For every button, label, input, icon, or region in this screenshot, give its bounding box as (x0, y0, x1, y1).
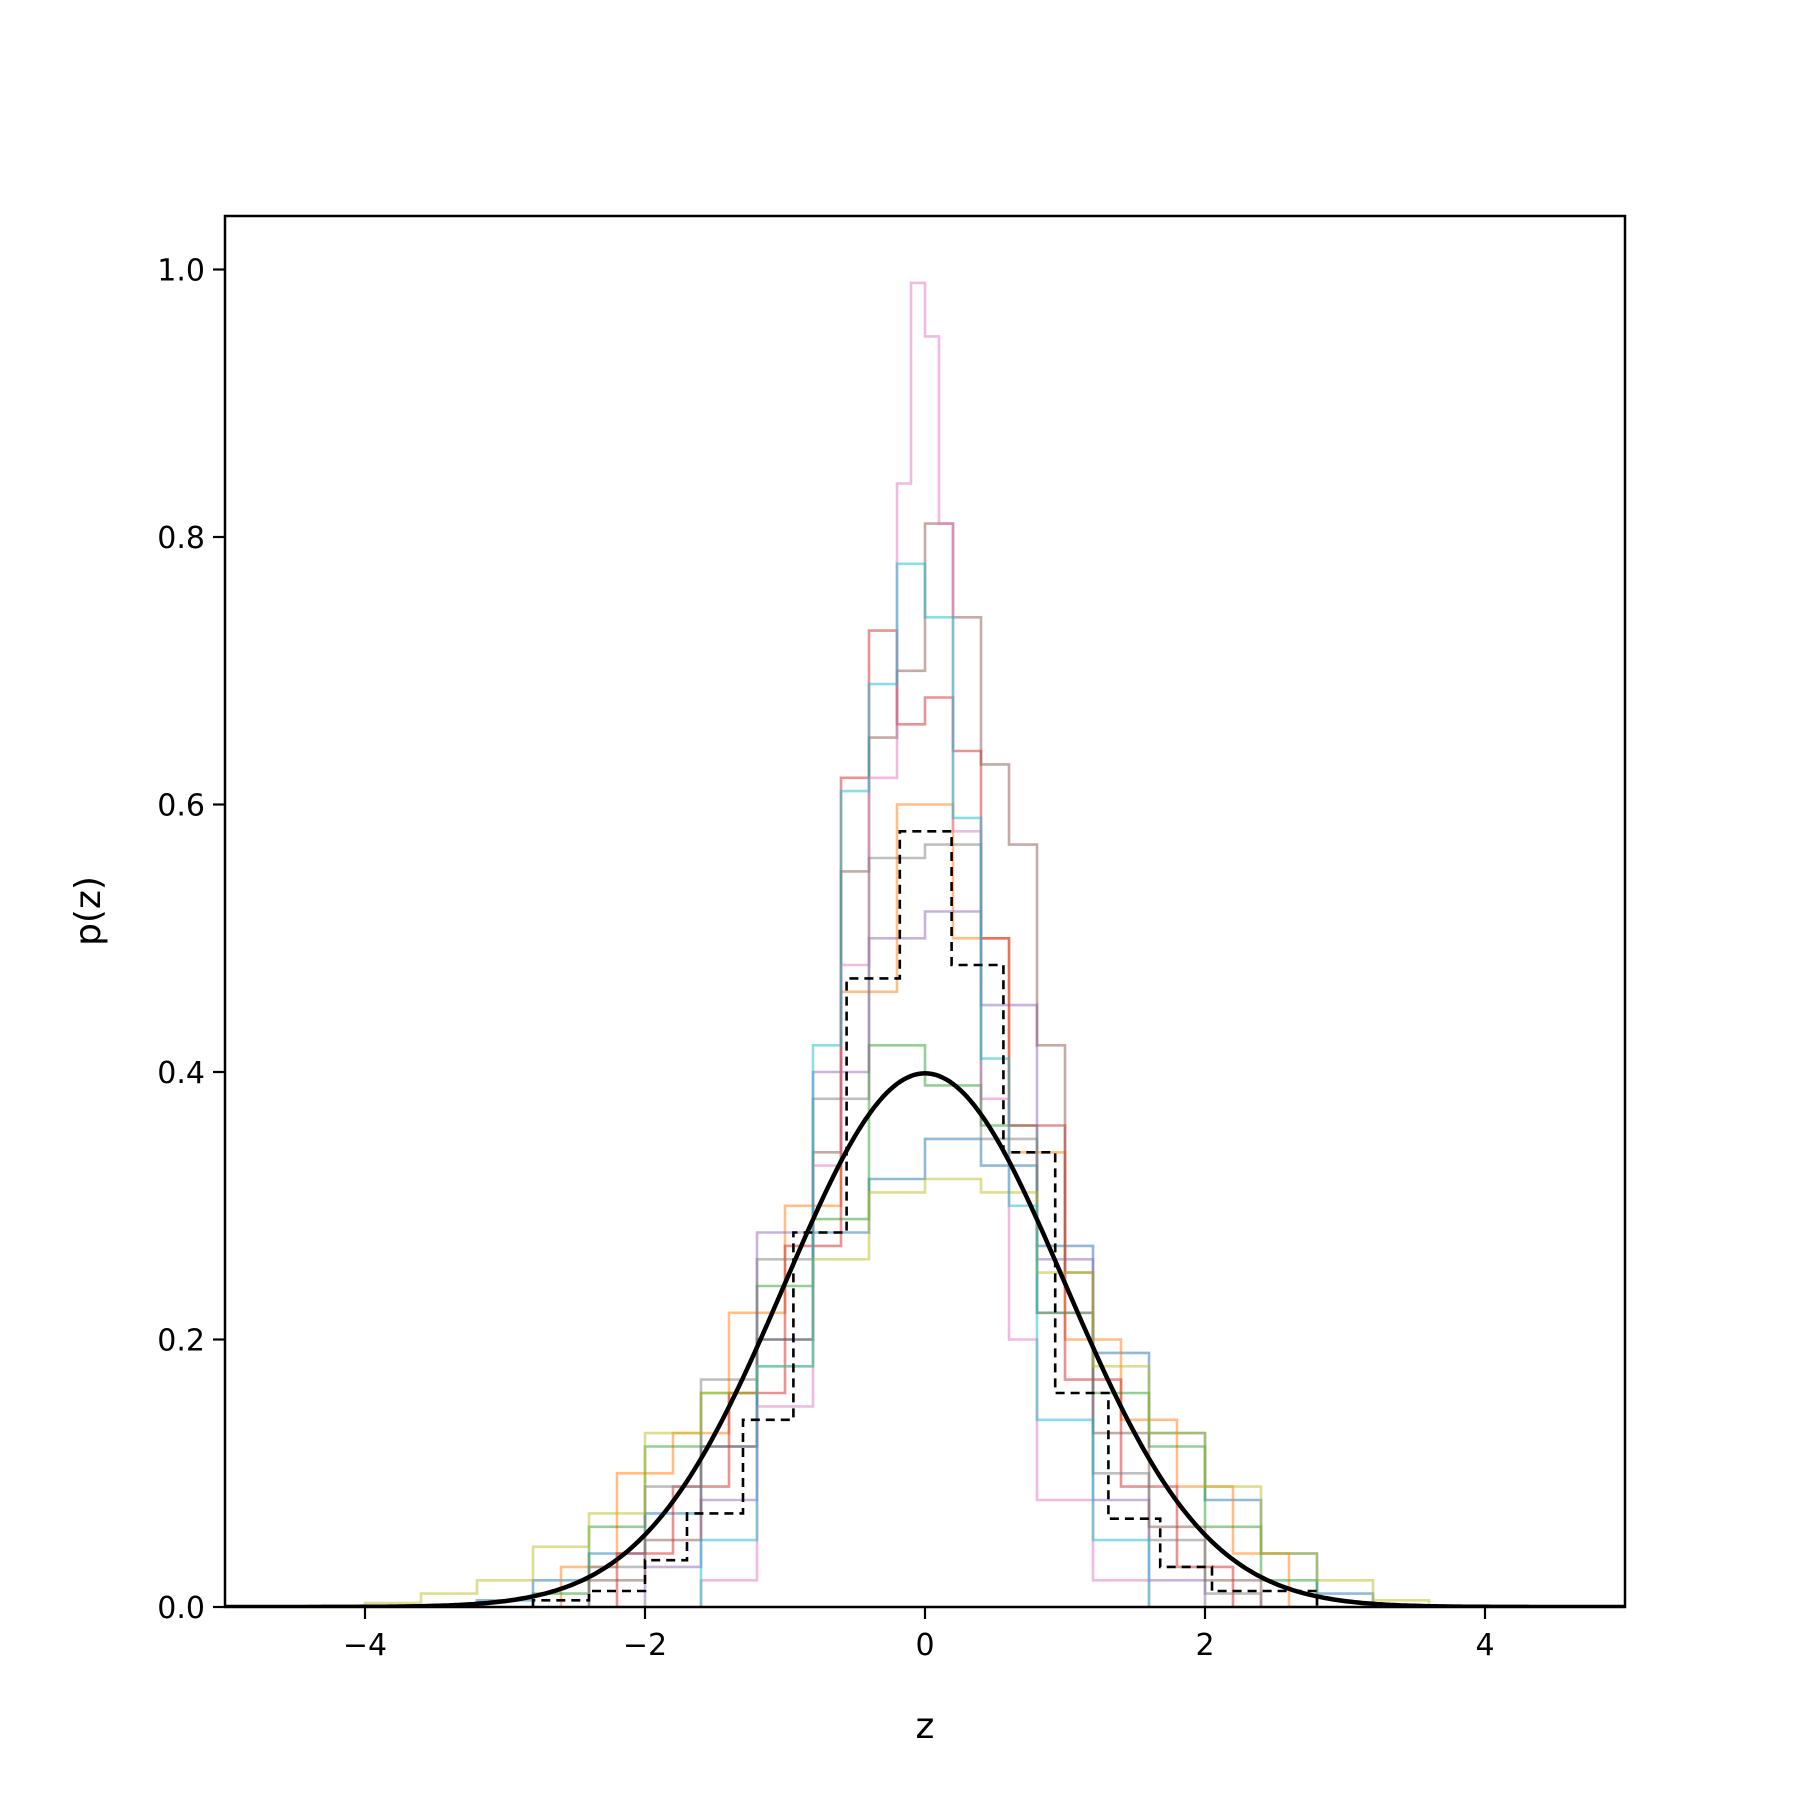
y-tick-label: 1.0 (157, 254, 205, 289)
gaussian-curve (225, 1071, 1625, 1607)
histogram-series-2 (559, 803, 1291, 1607)
histogram-series-9 (307, 1177, 1487, 1607)
x-axis-label: z (916, 1706, 935, 1747)
y-tick-label: 0.4 (157, 1056, 205, 1091)
y-tick-label: 0.2 (157, 1324, 205, 1359)
y-axis-label: p(z) (68, 876, 109, 946)
y-tick-label: 0.6 (157, 789, 205, 824)
x-tick-label: −4 (343, 1628, 387, 1663)
y-axis: 0.0 0.2 0.4 0.6 0.8 1.0 (157, 254, 225, 1626)
histogram-series-5 (643, 910, 1207, 1607)
histogram-series-10 (699, 562, 1151, 1607)
x-tick-label: 2 (1195, 1628, 1214, 1663)
plot-frame (223, 214, 1627, 1609)
y-tick-label: 0.0 (157, 1591, 205, 1626)
plot-area (225, 281, 1625, 1607)
x-axis: −4 −2 0 2 4 (343, 1607, 1495, 1663)
y-tick-label: 0.8 (157, 521, 205, 556)
x-tick-label: 0 (915, 1628, 934, 1663)
histogram-series-8 (587, 843, 1263, 1607)
dashed-histogram (531, 830, 1319, 1607)
x-tick-label: 4 (1475, 1628, 1494, 1663)
x-tick-label: −2 (623, 1628, 667, 1663)
